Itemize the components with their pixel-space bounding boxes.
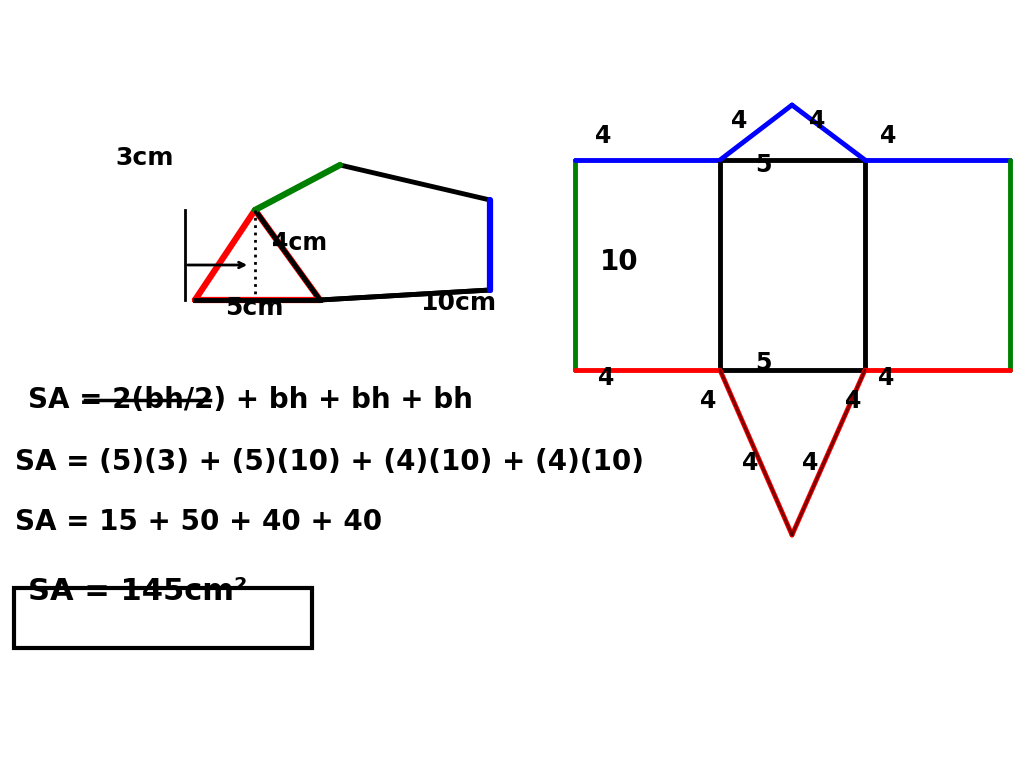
Text: 3cm: 3cm xyxy=(115,146,173,170)
Text: 5: 5 xyxy=(755,351,771,375)
Text: 5cm: 5cm xyxy=(225,296,284,320)
Text: 4: 4 xyxy=(595,124,611,148)
FancyBboxPatch shape xyxy=(14,588,312,648)
Text: 4: 4 xyxy=(880,124,896,148)
Text: SA = 145cm²: SA = 145cm² xyxy=(28,577,248,606)
Text: 4: 4 xyxy=(598,366,614,390)
Text: 4cm: 4cm xyxy=(272,231,327,255)
Text: 4: 4 xyxy=(742,451,759,475)
Text: 4: 4 xyxy=(802,451,818,475)
Text: 4: 4 xyxy=(845,389,861,413)
Text: 4: 4 xyxy=(700,389,717,413)
Text: SA = 2(bh/2) + bh + bh + bh: SA = 2(bh/2) + bh + bh + bh xyxy=(28,386,473,414)
Text: 10cm: 10cm xyxy=(420,291,496,315)
Text: 4: 4 xyxy=(878,366,894,390)
Text: 4: 4 xyxy=(731,109,748,133)
Text: SA = (5)(3) + (5)(10) + (4)(10) + (4)(10): SA = (5)(3) + (5)(10) + (4)(10) + (4)(10… xyxy=(15,448,644,476)
Text: 5: 5 xyxy=(755,153,771,177)
Text: 10: 10 xyxy=(600,248,639,276)
Text: SA = 15 + 50 + 40 + 40: SA = 15 + 50 + 40 + 40 xyxy=(15,508,382,536)
Text: 4: 4 xyxy=(809,109,825,133)
